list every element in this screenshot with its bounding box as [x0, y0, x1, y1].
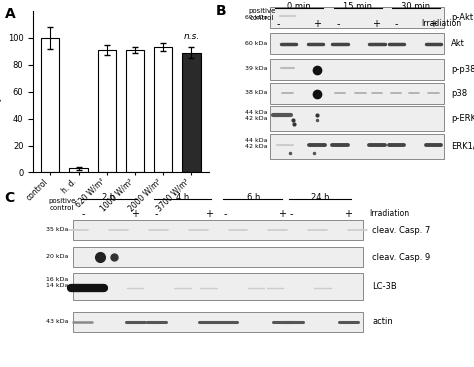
- Bar: [270, 134, 444, 159]
- Text: +: +: [372, 19, 380, 29]
- Y-axis label: Cell viability (% of control): Cell viability (% of control): [0, 36, 2, 148]
- Text: +: +: [131, 209, 139, 219]
- Text: 2 h: 2 h: [102, 193, 116, 201]
- Text: cleav. Casp. 7: cleav. Casp. 7: [372, 226, 430, 235]
- Bar: [73, 247, 363, 268]
- Text: ERK1/2: ERK1/2: [451, 142, 474, 151]
- Text: 39 kDa: 39 kDa: [245, 66, 267, 71]
- Bar: [73, 273, 363, 300]
- Text: 20 kDa: 20 kDa: [46, 254, 69, 259]
- Text: p-Akt: p-Akt: [451, 13, 474, 22]
- Bar: [69, 168, 88, 172]
- Text: 60 kDa: 60 kDa: [245, 41, 267, 46]
- Text: 44 kDa
42 kDa: 44 kDa 42 kDa: [245, 110, 267, 121]
- Text: positive
control: positive control: [48, 198, 75, 211]
- Bar: [270, 83, 444, 104]
- Text: A: A: [5, 7, 16, 21]
- Text: -: -: [81, 209, 85, 219]
- Text: -: -: [223, 209, 227, 219]
- Text: -: -: [337, 19, 340, 29]
- Text: 60 kDa: 60 kDa: [245, 15, 267, 20]
- Bar: [126, 50, 144, 172]
- Text: C: C: [5, 191, 15, 205]
- Text: p-ERK1/2: p-ERK1/2: [451, 114, 474, 123]
- Text: 15 min: 15 min: [344, 2, 373, 11]
- Text: 0 min: 0 min: [287, 2, 311, 11]
- Text: actin: actin: [372, 317, 393, 326]
- Text: -: -: [277, 19, 280, 29]
- Text: 38 kDa: 38 kDa: [245, 90, 267, 95]
- Text: -: -: [394, 19, 398, 29]
- Text: B: B: [216, 4, 226, 18]
- Text: positive
control: positive control: [248, 8, 275, 21]
- Text: 43 kDa: 43 kDa: [46, 319, 69, 324]
- Text: +: +: [278, 209, 286, 219]
- Bar: [270, 106, 444, 131]
- Text: p38: p38: [451, 88, 467, 98]
- Bar: [182, 53, 201, 172]
- Text: 6 h: 6 h: [247, 193, 260, 201]
- Bar: [270, 7, 444, 29]
- Bar: [73, 220, 363, 240]
- Text: LC-3B: LC-3B: [372, 282, 397, 291]
- Bar: [270, 33, 444, 54]
- Text: Irradiation: Irradiation: [421, 19, 462, 28]
- Text: 44 kDa
42 kDa: 44 kDa 42 kDa: [245, 138, 267, 149]
- Bar: [98, 50, 116, 172]
- Text: 4 h: 4 h: [176, 193, 189, 201]
- Bar: [73, 312, 363, 332]
- Bar: [270, 59, 444, 80]
- Text: 24 h: 24 h: [310, 193, 329, 201]
- Bar: [154, 47, 173, 172]
- Bar: [41, 38, 60, 172]
- Text: +: +: [313, 19, 321, 29]
- Text: -: -: [290, 209, 293, 219]
- Text: +: +: [205, 209, 212, 219]
- Text: n.s.: n.s.: [183, 32, 200, 41]
- Text: p-p38: p-p38: [451, 65, 474, 74]
- Text: +: +: [429, 19, 438, 29]
- Text: 16 kDa
14 kDa: 16 kDa 14 kDa: [46, 277, 69, 288]
- Text: 30 min: 30 min: [401, 2, 430, 11]
- Text: cleav. Casp. 9: cleav. Casp. 9: [372, 253, 430, 262]
- Text: -: -: [155, 209, 158, 219]
- Text: 35 kDa: 35 kDa: [46, 227, 69, 232]
- Text: +: +: [345, 209, 352, 219]
- Text: Akt: Akt: [451, 39, 465, 48]
- Text: Irradiation: Irradiation: [370, 209, 410, 218]
